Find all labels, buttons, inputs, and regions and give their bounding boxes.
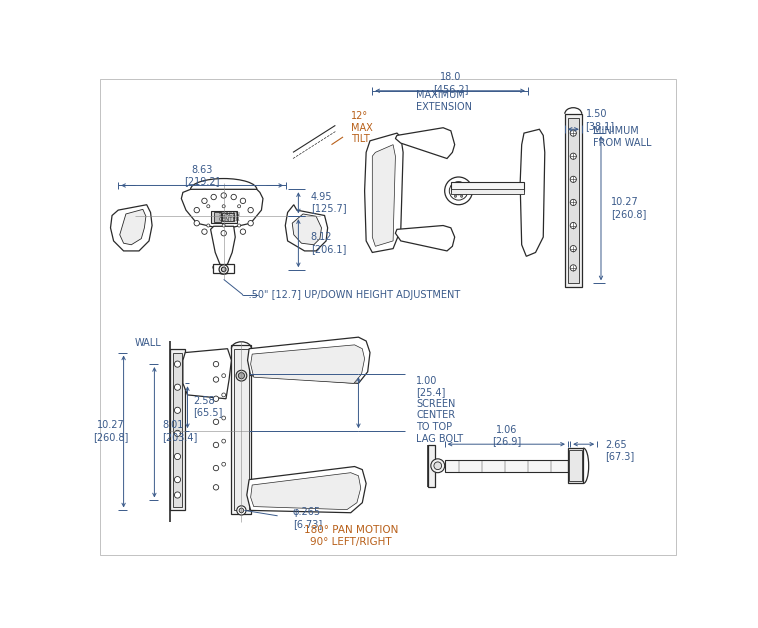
- Circle shape: [221, 193, 227, 198]
- Circle shape: [222, 439, 226, 443]
- Polygon shape: [520, 129, 545, 256]
- Polygon shape: [396, 225, 455, 251]
- Bar: [222, 213, 234, 221]
- Circle shape: [202, 229, 207, 234]
- Circle shape: [240, 198, 246, 203]
- Bar: [445, 460, 568, 472]
- Bar: [568, 448, 584, 484]
- Text: - .50" [12.7] UP/DOWN HEIGHT ADJUSTMENT: - .50" [12.7] UP/DOWN HEIGHT ADJUSTMENT: [242, 290, 460, 300]
- Circle shape: [194, 207, 199, 213]
- Bar: [569, 450, 581, 481]
- Circle shape: [219, 265, 228, 274]
- Circle shape: [174, 453, 180, 460]
- Polygon shape: [251, 345, 365, 383]
- Circle shape: [570, 265, 576, 271]
- Text: 8.01
[203.4]: 8.01 [203.4]: [162, 420, 198, 442]
- Text: 1.00
[25.4]
SCREEN
CENTER
TO TOP
LAG BOLT: 1.00 [25.4] SCREEN CENTER TO TOP LAG BOL…: [416, 376, 463, 443]
- Circle shape: [237, 205, 240, 208]
- Circle shape: [248, 220, 253, 226]
- Circle shape: [213, 442, 219, 448]
- Circle shape: [570, 199, 576, 205]
- Circle shape: [174, 407, 180, 413]
- Circle shape: [213, 485, 219, 490]
- Circle shape: [222, 205, 225, 208]
- Bar: [170, 349, 185, 511]
- Circle shape: [174, 492, 180, 498]
- Circle shape: [570, 246, 576, 252]
- Circle shape: [174, 430, 180, 436]
- Bar: [173, 352, 182, 507]
- Circle shape: [454, 195, 456, 197]
- Text: 18.0
[456.2]: 18.0 [456.2]: [433, 72, 468, 94]
- Circle shape: [222, 374, 226, 377]
- Polygon shape: [372, 144, 396, 246]
- Circle shape: [222, 416, 226, 420]
- Circle shape: [213, 419, 219, 425]
- Circle shape: [570, 153, 576, 160]
- Circle shape: [194, 220, 199, 226]
- Circle shape: [464, 190, 466, 192]
- Circle shape: [222, 224, 225, 227]
- Text: 1.06
[26.9]: 1.06 [26.9]: [492, 425, 521, 447]
- Bar: [213, 264, 234, 273]
- Text: 2.65
[67.3]: 2.65 [67.3]: [605, 440, 634, 461]
- Polygon shape: [111, 205, 152, 251]
- Circle shape: [221, 230, 227, 236]
- Polygon shape: [248, 337, 370, 383]
- Circle shape: [455, 187, 462, 195]
- Circle shape: [213, 465, 219, 471]
- Circle shape: [238, 372, 245, 379]
- Polygon shape: [285, 205, 327, 251]
- Text: MAXIMUM
EXTENSION: MAXIMUM EXTENSION: [416, 90, 472, 112]
- Polygon shape: [251, 473, 361, 510]
- Polygon shape: [211, 226, 235, 268]
- Text: 8.12
[206.1]: 8.12 [206.1]: [311, 232, 346, 254]
- Text: SCREEN
CENTER: SCREEN CENTER: [218, 212, 240, 222]
- Circle shape: [207, 205, 210, 208]
- Bar: [233, 349, 249, 511]
- Circle shape: [174, 477, 180, 483]
- Circle shape: [236, 371, 247, 381]
- Polygon shape: [293, 214, 321, 245]
- Text: φ.265
[6.73]: φ.265 [6.73]: [293, 507, 322, 529]
- Circle shape: [221, 267, 226, 272]
- Text: 4.95
[125.7]: 4.95 [125.7]: [311, 192, 346, 214]
- Circle shape: [236, 506, 246, 515]
- Circle shape: [248, 207, 253, 213]
- Polygon shape: [120, 209, 146, 245]
- Circle shape: [434, 462, 442, 470]
- Circle shape: [454, 185, 456, 187]
- Polygon shape: [247, 467, 366, 512]
- Circle shape: [207, 224, 210, 227]
- Bar: [451, 189, 524, 194]
- Text: 12°
MAX
TILT: 12° MAX TILT: [351, 111, 372, 144]
- Circle shape: [445, 177, 472, 205]
- Circle shape: [570, 222, 576, 229]
- Text: 1.50
[38.1]: 1.50 [38.1]: [586, 109, 615, 131]
- Circle shape: [570, 176, 576, 182]
- Text: 10.27
[260.8]: 10.27 [260.8]: [92, 420, 128, 442]
- Circle shape: [460, 195, 463, 197]
- Text: MINIMUM
FROM WALL: MINIMUM FROM WALL: [594, 126, 652, 148]
- Circle shape: [213, 396, 219, 401]
- Text: 2.58
[65.5]: 2.58 [65.5]: [193, 396, 222, 417]
- Polygon shape: [365, 133, 403, 252]
- Polygon shape: [183, 349, 231, 399]
- Bar: [568, 117, 578, 283]
- Circle shape: [222, 393, 226, 397]
- Circle shape: [237, 224, 240, 227]
- Circle shape: [449, 181, 468, 200]
- Bar: [231, 345, 252, 514]
- Bar: [451, 181, 524, 191]
- Circle shape: [451, 190, 453, 192]
- Circle shape: [213, 377, 219, 382]
- Polygon shape: [396, 127, 455, 158]
- Circle shape: [174, 384, 180, 390]
- Circle shape: [239, 508, 244, 512]
- Text: 10.27
[260.8]: 10.27 [260.8]: [611, 197, 647, 219]
- Circle shape: [431, 459, 445, 473]
- Circle shape: [222, 462, 226, 466]
- Circle shape: [202, 198, 207, 203]
- Bar: [428, 445, 435, 487]
- Circle shape: [213, 362, 219, 367]
